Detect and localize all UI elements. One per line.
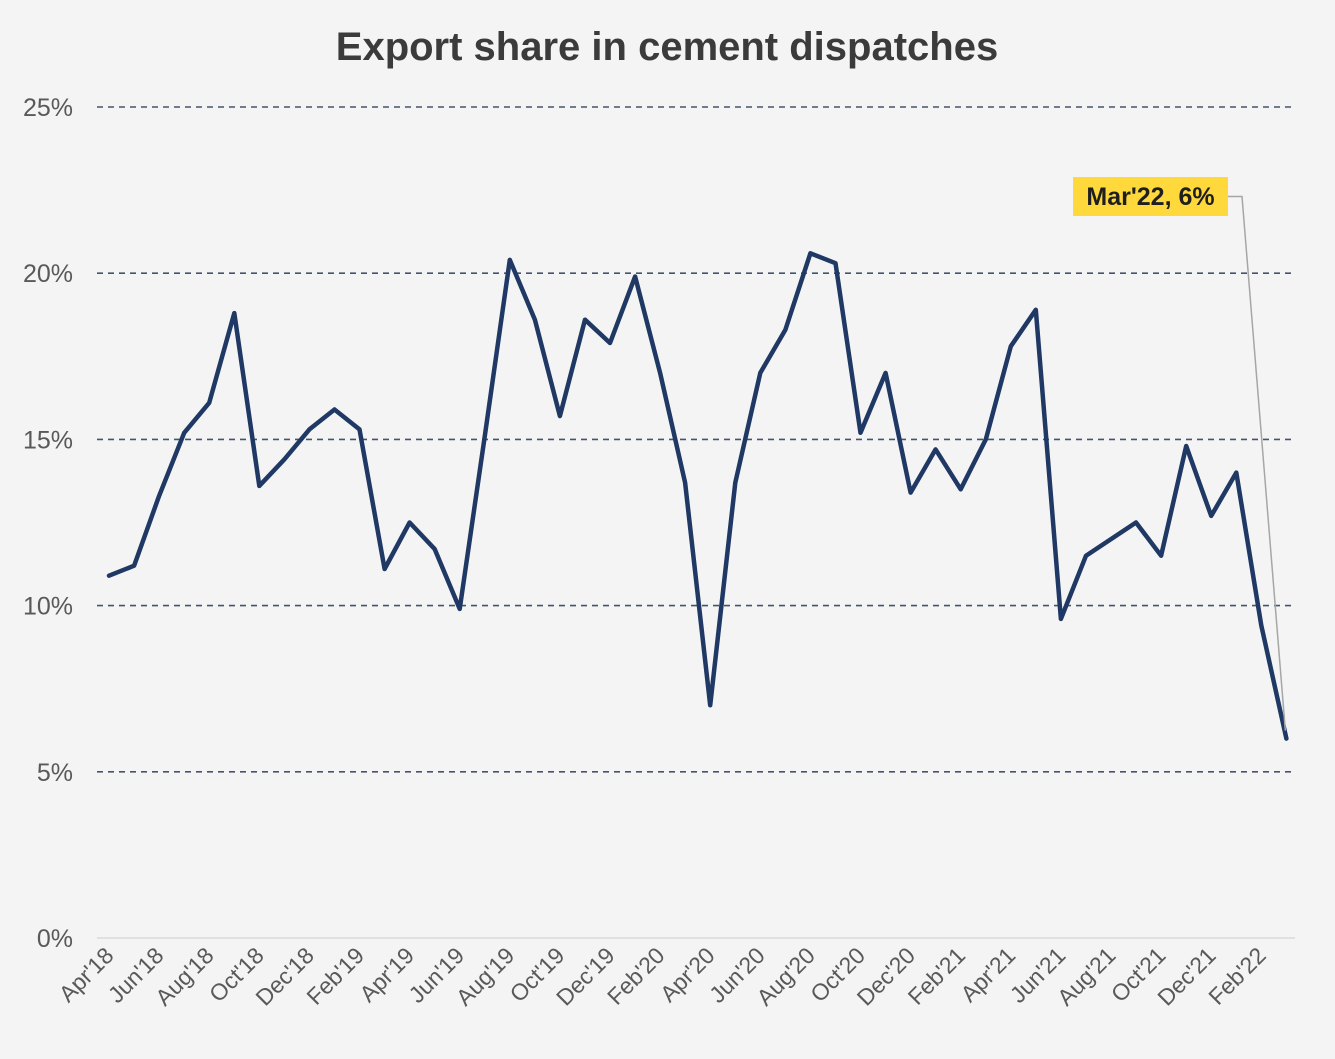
gridlines [97,106,1295,939]
chart-title: Export share in cement dispatches [336,25,998,69]
y-tick-label: 10% [23,593,73,621]
y-tick-label: 15% [23,426,73,454]
y-tick-label: 5% [37,759,73,787]
callout-leader-line [1228,195,1287,731]
y-tick-label: 25% [23,94,73,122]
callout-box [1073,177,1228,216]
series-line [106,251,1289,741]
y-tick-label: 0% [37,925,73,953]
y-axis: 0% 5% 10% 15% 20% 25% [23,94,73,953]
series-layer [106,251,1289,741]
y-tick-label: 20% [23,260,73,288]
annotation-layer: Mar'22, 6% [1073,177,1287,731]
callout-label: Mar'22, 6% [1086,183,1214,211]
